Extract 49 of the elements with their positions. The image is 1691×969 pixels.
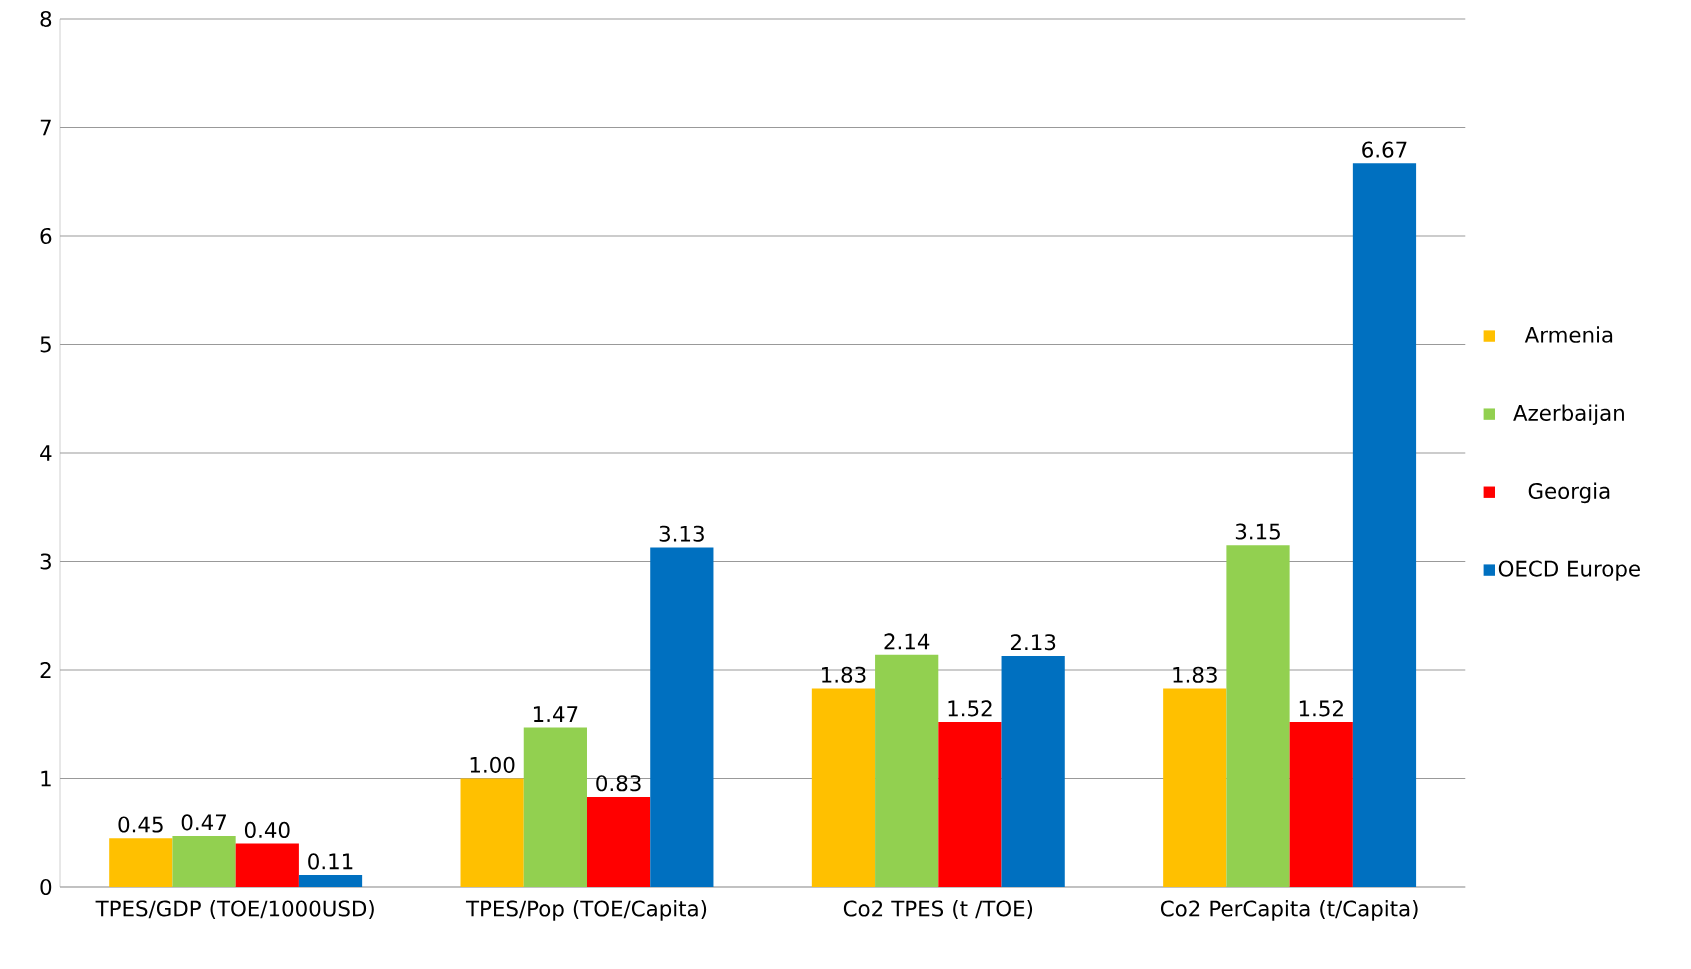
bar (523, 727, 587, 887)
x-tick-label: Co2 PerCapita (t/Capita) (1160, 900, 1418, 921)
data-label: 1.52 (948, 700, 992, 717)
x-tick-label: TPES/GDP (TOE/1000USD) (95, 900, 374, 920)
data-label: 1.47 (533, 706, 578, 722)
y-tick-label: 5 (40, 336, 51, 353)
y-tick-label: 8 (40, 10, 52, 28)
data-label: 2.13 (1010, 634, 1056, 651)
bar (875, 654, 939, 887)
data-label: 1.00 (470, 756, 515, 773)
data-label: 3.15 (1235, 523, 1280, 540)
legend-label: Armenia (1524, 326, 1613, 343)
y-tick-label: 4 (40, 445, 52, 461)
data-label: 0.40 (244, 821, 290, 838)
bar (1001, 655, 1065, 887)
data-label: 1.83 (1173, 666, 1217, 683)
y-tick-label: 6 (40, 227, 52, 245)
data-label: 0.83 (596, 775, 641, 792)
legend-label: Azerbaijan (1513, 404, 1624, 426)
data-label: 0.47 (181, 814, 226, 831)
y-tick-label: 7 (40, 119, 51, 136)
bar (235, 843, 299, 887)
bar (172, 835, 236, 887)
y-tick-label: 1 (41, 770, 51, 787)
bar (1163, 688, 1227, 887)
data-label: 0.45 (118, 816, 163, 833)
data-label: 2.14 (884, 633, 930, 650)
bar (811, 688, 876, 887)
y-tick-label: 3 (40, 553, 51, 570)
data-label: 1.52 (1299, 700, 1343, 717)
bar (650, 547, 714, 887)
bar (1352, 163, 1417, 887)
data-label: 1.83 (822, 666, 866, 683)
bar (460, 778, 524, 887)
y-tick-label: 2 (40, 662, 51, 678)
data-label: 3.13 (659, 525, 704, 542)
x-tick-label: Co2 TPES (t /TOE) (843, 900, 1033, 920)
legend-label: OECD Europe (1498, 560, 1640, 581)
bar (938, 722, 1002, 887)
bar (109, 838, 173, 887)
data-label: 0.11 (308, 853, 353, 870)
data-label: 6.67 (1362, 141, 1407, 158)
bar (298, 875, 363, 887)
bar (1226, 545, 1290, 887)
y-tick-label: 0 (40, 878, 52, 896)
bar (1289, 722, 1353, 887)
x-tick-label: TPES/Pop (TOE/Capita) (465, 900, 707, 921)
legend-label: Georgia (1528, 482, 1610, 504)
bar (586, 796, 651, 887)
